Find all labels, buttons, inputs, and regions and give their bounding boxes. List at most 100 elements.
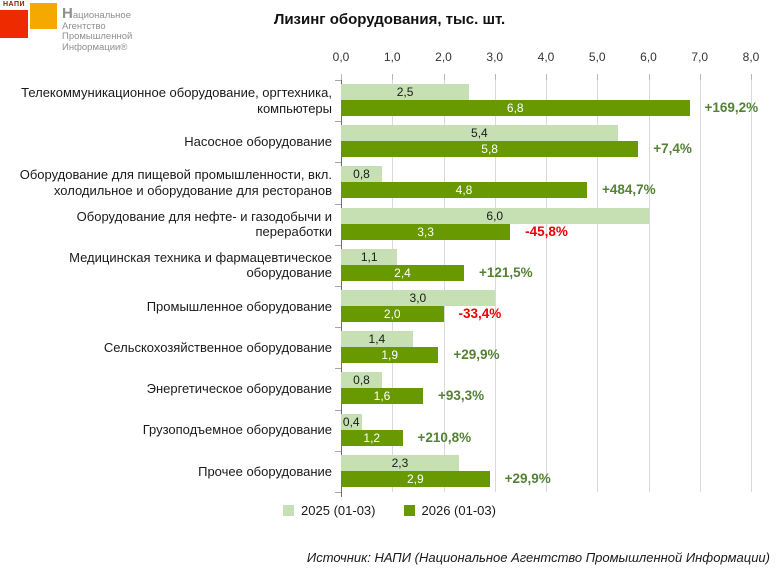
- change-percent-label: +93,3%: [438, 388, 485, 404]
- y-axis-tick-mark: [335, 450, 341, 452]
- gridline: [648, 80, 650, 492]
- bar-2026: 3,3: [341, 223, 511, 240]
- bar-2026: 5,8: [341, 141, 639, 158]
- y-axis-line: [341, 80, 342, 497]
- x-axis-tick-mark: [546, 74, 547, 80]
- bar-value-label: 1,4: [368, 332, 386, 347]
- change-percent-label: +121,5%: [479, 264, 533, 280]
- legend-label: 2026 (01-03): [421, 503, 496, 518]
- bar-value-label: 2,4: [394, 265, 411, 280]
- category-label: Насосное оборудование: [184, 134, 332, 150]
- x-axis-tick-label: 5,0: [588, 50, 606, 64]
- x-axis-tick-mark: [494, 74, 496, 80]
- bar-value-label: 4,8: [455, 183, 473, 198]
- x-axis-tick-mark: [392, 74, 394, 80]
- source-note: Источник: НАПИ (Национальное Агентство П…: [306, 550, 770, 565]
- bar-2025: 0,8: [341, 372, 382, 389]
- change-percent-label: +29,9%: [504, 470, 551, 486]
- change-percent-label: +210,8%: [417, 429, 472, 445]
- logo-text-line: Промышленной: [62, 31, 133, 42]
- legend-item: 2025 (01-03): [283, 503, 376, 518]
- gridline: [392, 80, 394, 492]
- category-label: Сельскохозяйственное оборудование: [103, 340, 332, 356]
- bar-2026: 6,8: [341, 100, 690, 116]
- bar-2026: 1,2: [341, 429, 403, 446]
- gridline: [597, 80, 599, 492]
- bar-2025: 0,8: [341, 166, 382, 183]
- bar-value-label: 2,0: [383, 307, 401, 321]
- category-label: Медицинская техника и фармацевтическое о…: [69, 249, 332, 281]
- napi-logo: НАПИ Национальное Агентство Промышленной Ин…: [0, 0, 200, 60]
- x-axis-tick-label: 4,0: [537, 50, 555, 64]
- change-percent-label: +7,4%: [653, 141, 692, 157]
- bar-value-label: 6,8: [506, 101, 524, 115]
- y-axis-tick-mark: [335, 203, 341, 205]
- category-label: Энергетическое оборудование: [146, 381, 332, 397]
- y-axis-tick-mark: [335, 162, 341, 164]
- change-percent-label: +169,2%: [704, 100, 759, 115]
- change-percent-label: -33,4%: [458, 306, 502, 321]
- bar-2025: 6,0: [341, 207, 649, 224]
- bar-value-label: 2,5: [396, 85, 414, 99]
- y-axis-tick-mark: [335, 244, 341, 246]
- x-axis-tick-label: 2,0: [435, 50, 452, 64]
- y-axis-tick-mark: [335, 80, 341, 81]
- gridline: [699, 80, 701, 492]
- gridline: [443, 80, 445, 492]
- y-axis-tick-mark: [335, 327, 341, 329]
- bar-value-label: 3,0: [409, 291, 427, 305]
- category-label: Оборудование для пищевой промышленности,…: [19, 167, 332, 198]
- bar-2026: 2,4: [341, 264, 464, 281]
- x-axis-tick-mark: [699, 74, 701, 80]
- category-label: Грузоподъемное оборудование: [142, 422, 332, 438]
- change-percent-label: +29,9%: [453, 347, 500, 363]
- change-percent-label: -45,8%: [525, 223, 568, 239]
- logo-red-square-icon: [0, 10, 28, 38]
- bar-2025: 3,0: [341, 290, 495, 306]
- bar-2026: 1,6: [341, 388, 423, 405]
- logo-brand-text: НАПИ: [3, 1, 26, 8]
- x-axis-tick-mark: [597, 74, 599, 80]
- bar-value-label: 5,4: [471, 126, 488, 141]
- logo-text-line: Национальное: [62, 5, 131, 22]
- bar-value-label: 3,3: [417, 224, 434, 239]
- legend-label: 2025 (01-03): [301, 503, 376, 518]
- category-label: Оборудование для нефте- и газодобычи и п…: [76, 208, 332, 240]
- y-axis-tick-mark: [335, 492, 341, 493]
- bar-2026: 1,9: [341, 347, 439, 364]
- bar-value-label: 2,9: [406, 471, 424, 486]
- x-axis-tick-mark: [648, 74, 650, 80]
- chart-title: Лизинг оборудования, тыс. шт.: [273, 11, 506, 28]
- x-axis-tick-mark: [443, 74, 445, 80]
- x-axis-tick-label: 0,0: [332, 50, 350, 64]
- bar-value-label: 0,4: [342, 414, 360, 429]
- logo-text-line: Информации®: [62, 41, 128, 53]
- change-percent-label: +484,7%: [602, 182, 656, 198]
- logo-text: Национальное Агентство Промышленной Информа…: [62, 5, 133, 53]
- bar-value-label: 2,3: [391, 455, 409, 470]
- y-axis-tick-mark: [335, 368, 341, 370]
- legend-swatch-icon: [403, 505, 415, 516]
- bar-value-label: 1,2: [363, 430, 381, 445]
- bar-value-label: 6,0: [486, 208, 504, 223]
- bar-2026: 4,8: [341, 182, 587, 199]
- x-axis-tick-mark: [751, 74, 752, 80]
- bar-value-label: 1,6: [373, 389, 391, 404]
- bar-2025: 2,3: [341, 454, 459, 471]
- bar-value-label: 5,8: [481, 142, 498, 157]
- x-axis-tick-label: 8,0: [742, 50, 760, 64]
- bar-2025: 0,4: [341, 413, 362, 430]
- legend-item: 2026 (01-03): [403, 503, 496, 518]
- y-axis-tick-mark: [335, 409, 341, 411]
- bar-2025: 1,4: [341, 331, 413, 348]
- bar-2025: 1,1: [341, 248, 398, 265]
- x-axis-tick-label: 1,0: [383, 50, 401, 64]
- legend-swatch-icon: [283, 505, 295, 516]
- bar-2026: 2,0: [341, 306, 444, 322]
- bar-value-label: 0,8: [353, 373, 370, 388]
- bar-value-label: 1,1: [360, 249, 378, 264]
- gridline: [751, 80, 752, 492]
- bar-value-label: 1,9: [381, 348, 399, 363]
- category-label: Телекоммуникационное оборудование, оргте…: [21, 85, 332, 116]
